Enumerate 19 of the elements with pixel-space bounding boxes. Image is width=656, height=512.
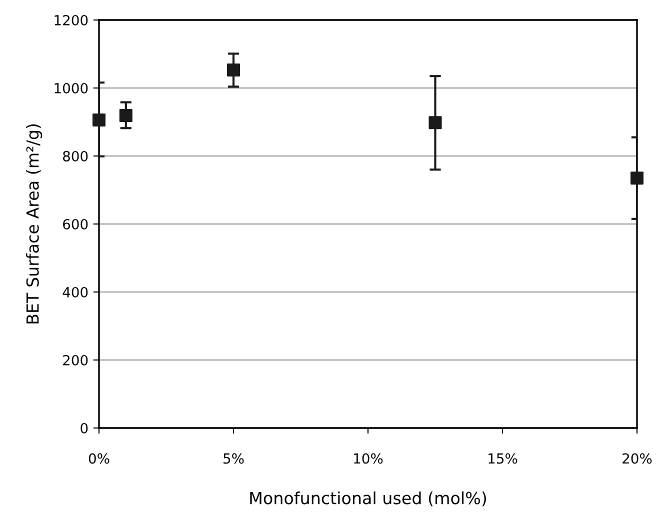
point: [92, 113, 106, 126]
x-tick-label: 15%: [488, 453, 518, 464]
y-tick-label: 200: [63, 354, 88, 366]
y-tick-label: 800: [63, 150, 88, 162]
x-tick-label: 20%: [622, 453, 652, 464]
y-tick-label: 600: [63, 218, 88, 230]
x-tick-label: 0%: [88, 453, 110, 464]
point: [630, 172, 644, 185]
y-axis-title: BET Surface Area (m²/g): [26, 124, 42, 324]
point: [428, 116, 442, 130]
y-tick-label: 0: [80, 422, 88, 434]
x-tick-label: 5%: [224, 453, 244, 464]
point: [119, 109, 132, 122]
x-tick-label: 10%: [354, 453, 383, 464]
x-axis-title: Monofunctional used (mol%): [250, 491, 486, 506]
y-tick-label: 1000: [54, 82, 88, 94]
point: [226, 63, 240, 76]
y-tick-label: 400: [62, 286, 88, 298]
y-tick-label: 1200: [54, 14, 88, 26]
